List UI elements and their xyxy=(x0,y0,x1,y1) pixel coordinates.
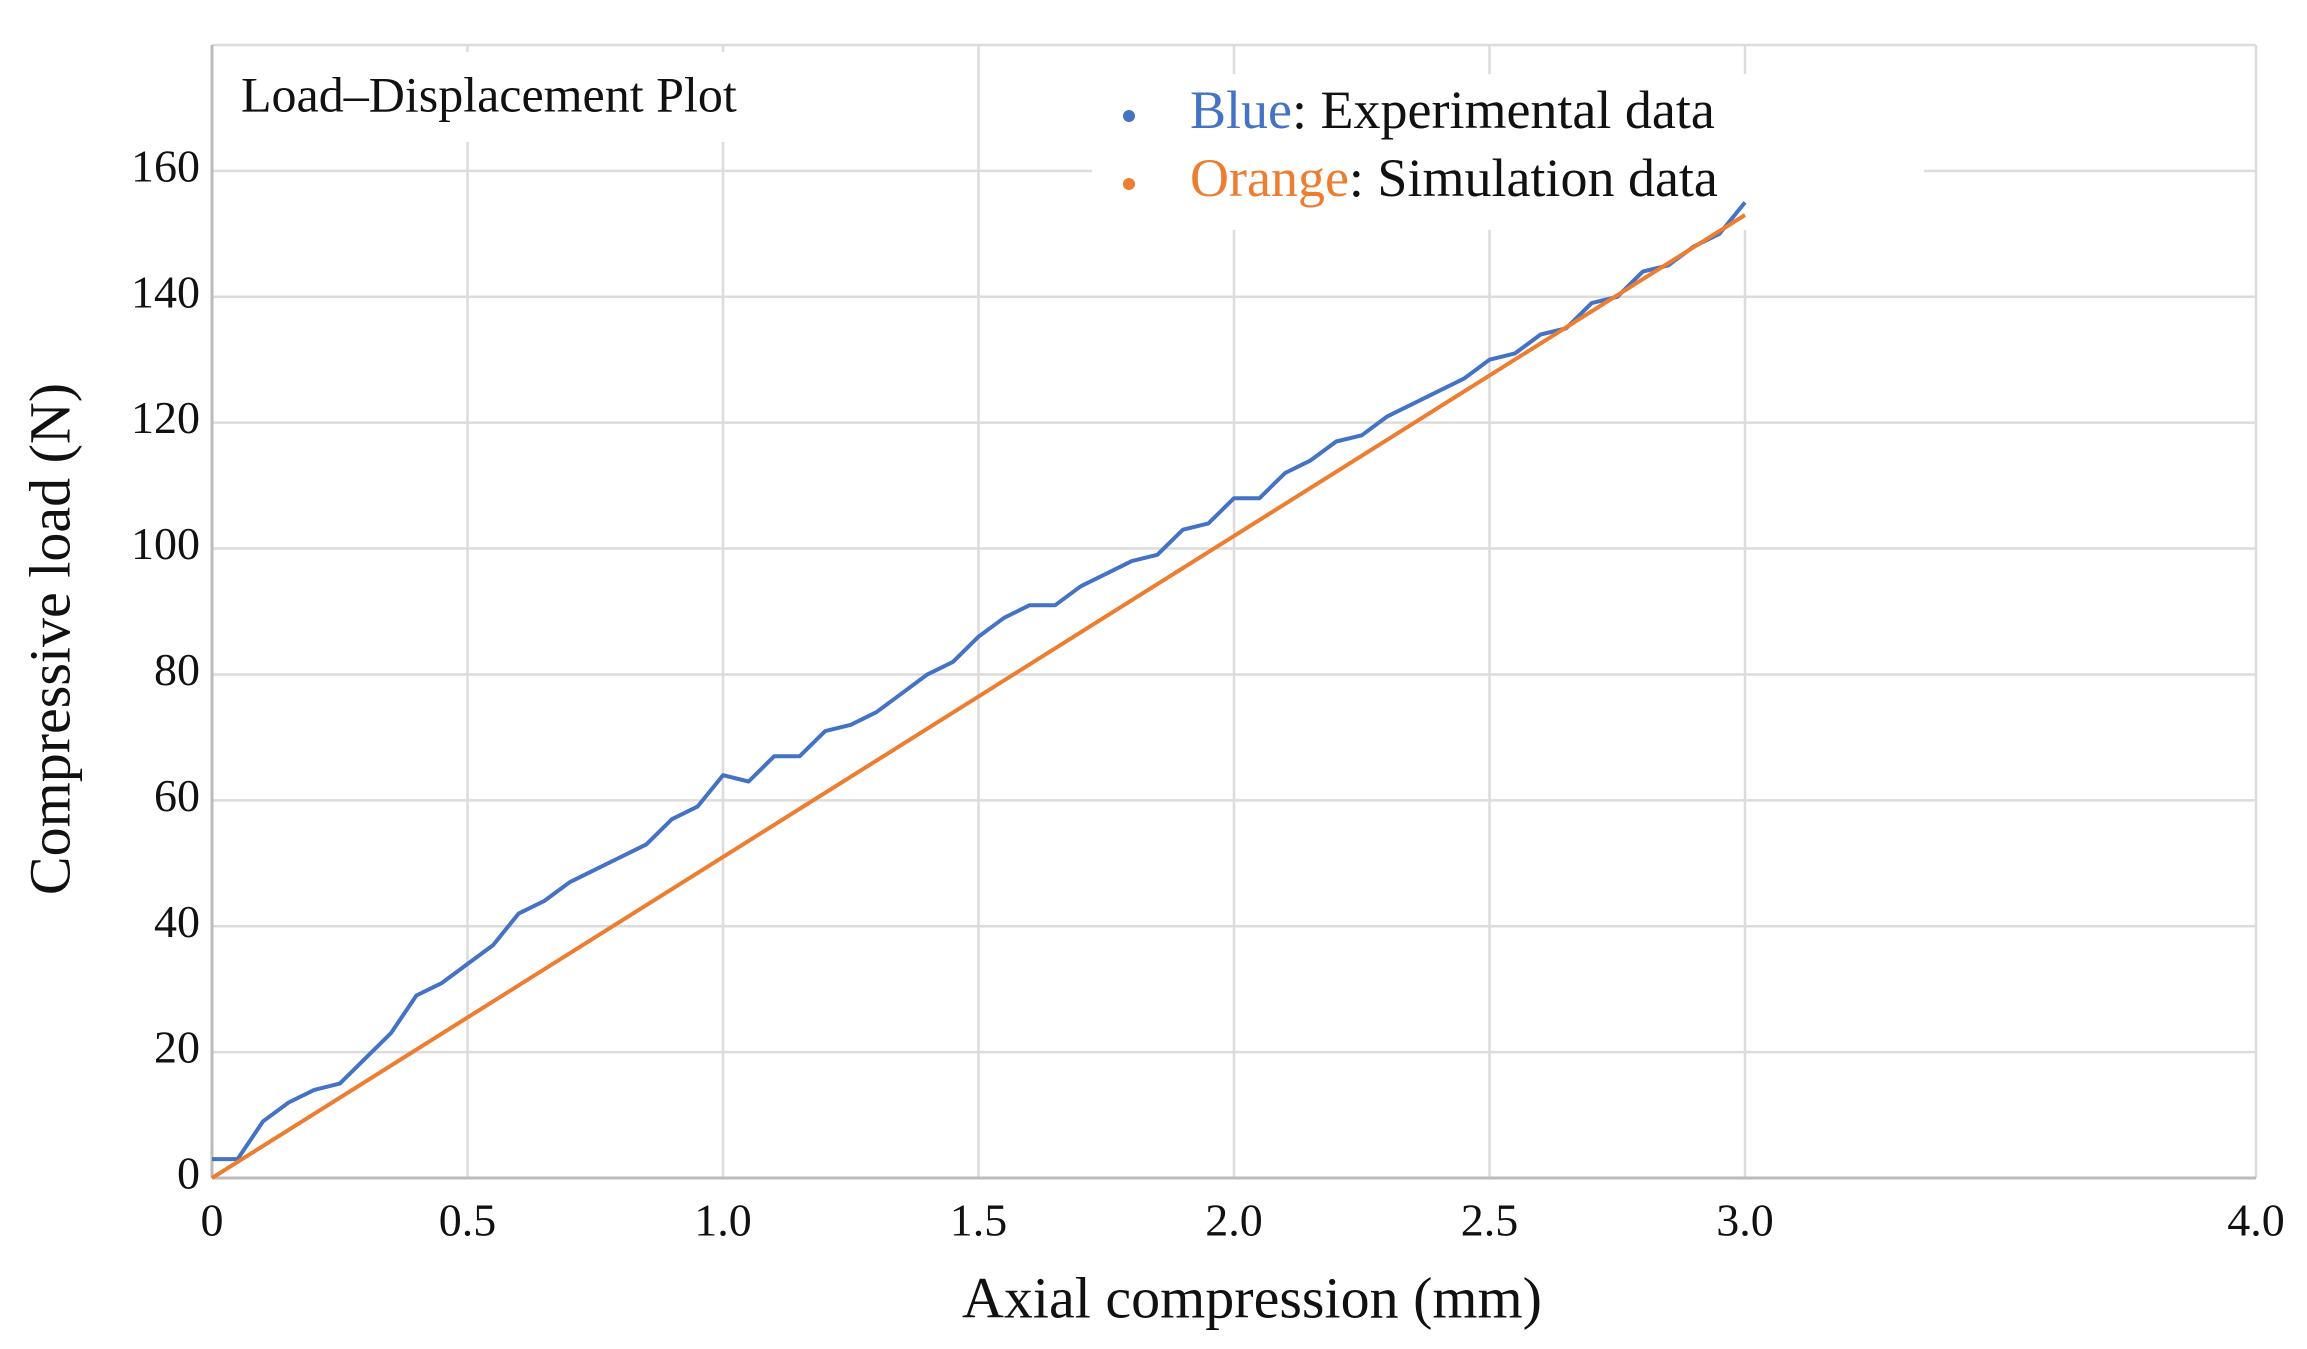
y-tick-label: 60 xyxy=(154,770,200,821)
y-tick-label: 140 xyxy=(131,266,200,317)
y-tick-label: 80 xyxy=(154,644,200,695)
data-line xyxy=(212,201,1747,1162)
legend-marker xyxy=(1123,178,1135,190)
y-tick-label: 100 xyxy=(131,518,200,569)
y-axis-title: Compressive load (N) xyxy=(17,383,82,895)
x-tick-label: 0.5 xyxy=(439,1195,497,1246)
legend-label: Blue: Experimental data xyxy=(1190,80,1715,140)
x-tick-label: 2.5 xyxy=(1461,1195,1519,1246)
x-tick-label: 0 xyxy=(201,1195,224,1246)
y-tick-label: 160 xyxy=(131,140,200,191)
title-box xyxy=(223,52,803,142)
chart-title: Load–Displacement Plot xyxy=(241,66,737,122)
x-tick-label: 1.5 xyxy=(950,1195,1008,1246)
legend-marker xyxy=(1123,110,1135,122)
y-tick-label: 120 xyxy=(131,392,200,443)
x-tick-label: 1.0 xyxy=(694,1195,752,1246)
x-tick-label: 3.0 xyxy=(1716,1195,1774,1246)
legend-box xyxy=(1092,74,1924,230)
x-tick-label: 2.0 xyxy=(1205,1195,1263,1246)
x-axis-title: Axial compression (mm) xyxy=(962,1265,1542,1330)
legend-label: Orange: Simulation data xyxy=(1190,148,1718,208)
x-tick-label: 4.0 xyxy=(2227,1195,2285,1246)
data-line xyxy=(210,213,1747,1180)
y-tick-label: 20 xyxy=(154,1022,200,1073)
y-tick-label: 0 xyxy=(177,1148,200,1199)
y-tick-label: 40 xyxy=(154,896,200,947)
